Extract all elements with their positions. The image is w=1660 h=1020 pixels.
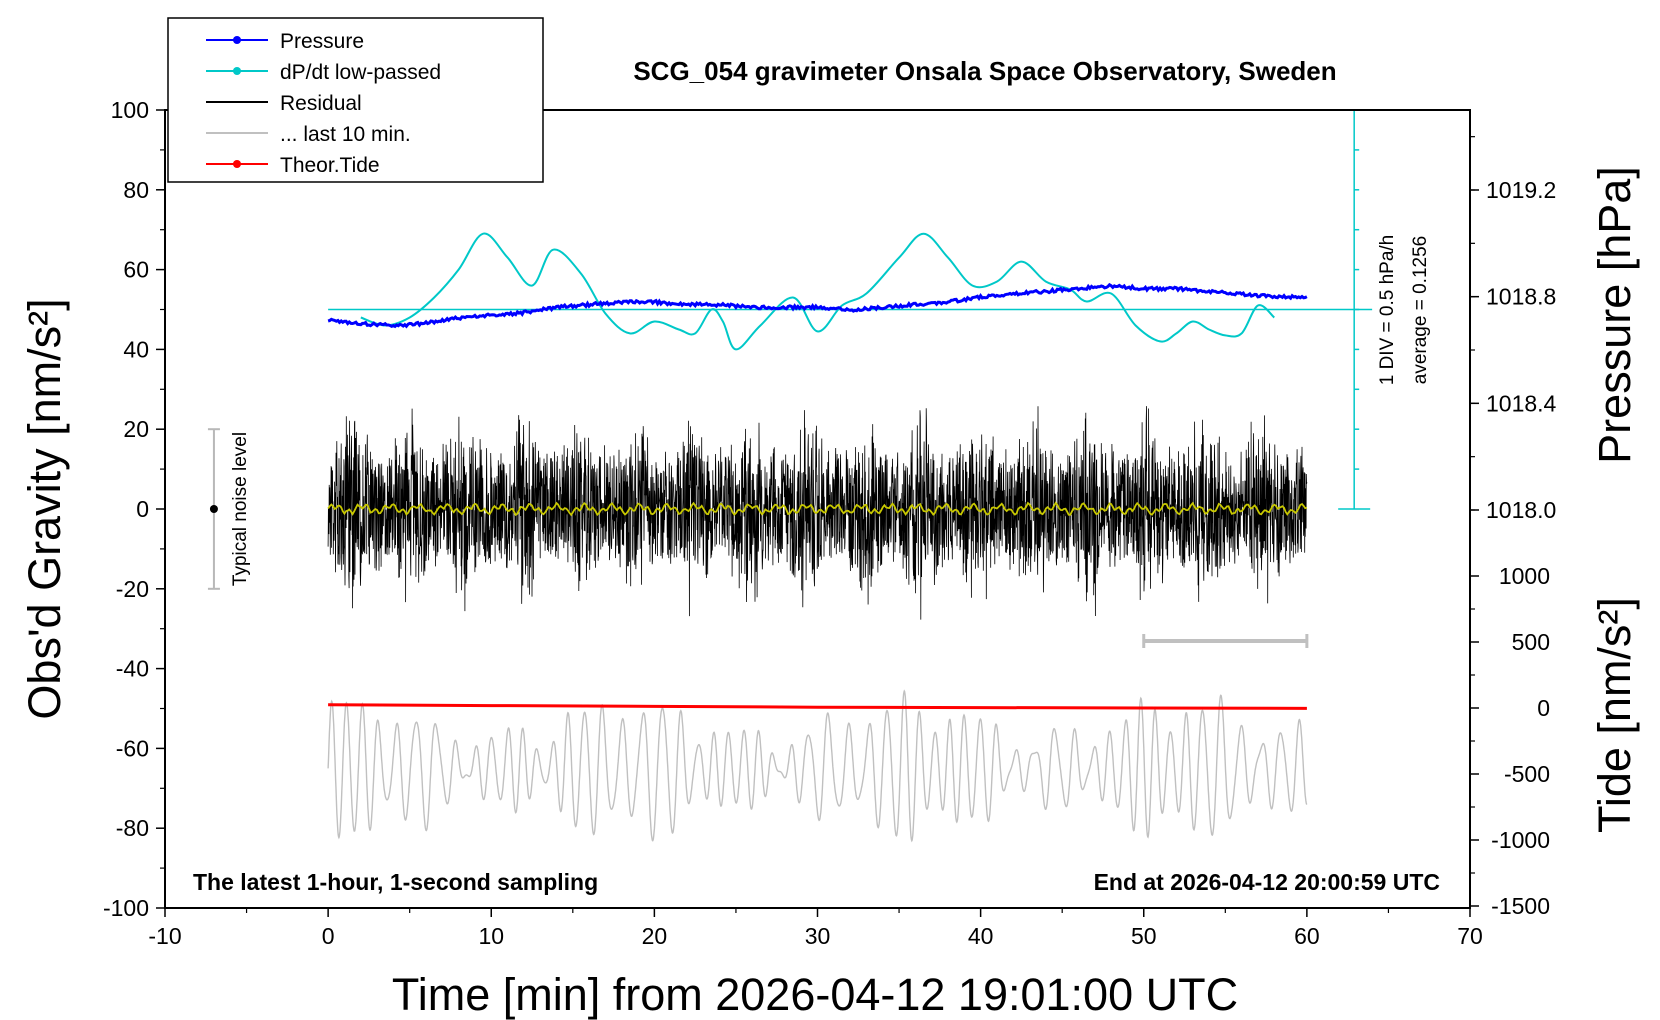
- x-tick-label: 20: [642, 923, 668, 949]
- legend-label: Pressure: [280, 30, 364, 53]
- chart-title: SCG_054 gravimeter Onsala Space Observat…: [633, 56, 1336, 86]
- y-tick-label: -40: [116, 656, 149, 682]
- axes-layer: -10 0 10 20 30 40 50 60 70100806040200-20-40-60-…: [103, 97, 1557, 949]
- tide-axis-title: Tide [nm/s²]: [1589, 597, 1640, 833]
- dpdt-line: [360, 232, 1275, 351]
- x-tick-label: 70: [1457, 923, 1483, 949]
- legend-label: Theor.Tide: [280, 154, 380, 177]
- pressure-tick-label: 1018.0: [1486, 497, 1556, 523]
- theor-tide-line: [328, 703, 1307, 710]
- pressure-tick-label: 1018.8: [1486, 284, 1556, 310]
- x-tick-label: 50: [1131, 923, 1157, 949]
- end-time-note: End at 2026-04-12 20:00:59 UTC: [1094, 869, 1440, 895]
- y-tick-label: -20: [116, 576, 149, 602]
- dpdt-scale-label: 1 DIV = 0.5 hPa/h: [1377, 235, 1398, 386]
- residual-smoothed-line: [327, 501, 1308, 517]
- legend-marker: [233, 160, 241, 168]
- noise-bar-dot: [209, 505, 218, 513]
- legend-marker: [233, 36, 241, 44]
- noise-level-label: Typical noise level: [230, 432, 251, 586]
- pressure-line: [327, 282, 1308, 329]
- sampling-note: The latest 1-hour, 1-second sampling: [193, 869, 598, 895]
- y-tick-label: -60: [116, 735, 149, 761]
- x-tick-label: 30: [805, 923, 831, 949]
- dpdt-average-label: average = 0.1256: [1410, 236, 1431, 384]
- y-tick-label: 0: [136, 496, 149, 522]
- pressure-tick-label: 1018.4: [1486, 390, 1557, 416]
- last-10-min-line: [327, 689, 1308, 843]
- legend-label: dP/dt low-passed: [280, 61, 441, 84]
- pressure-tick-label: 1019.2: [1486, 177, 1556, 203]
- tide-tick-label: -1000: [1491, 827, 1550, 853]
- tide-tick-label: 1000: [1499, 563, 1550, 589]
- legend-label: ... last 10 min.: [280, 123, 411, 146]
- x-tick-label: 0: [322, 923, 335, 949]
- tide-tick-label: -1500: [1491, 893, 1550, 919]
- series-layer: [207, 109, 1373, 843]
- y-tick-label: 100: [111, 97, 149, 123]
- y-tick-label: 40: [123, 336, 149, 362]
- x-tick-label: 10: [478, 923, 504, 949]
- y-tick-label: 60: [123, 257, 149, 283]
- tide-tick-label: -500: [1504, 761, 1550, 787]
- y-tick-label: 80: [123, 177, 149, 203]
- y-axis-title: Obs'd Gravity [nm/s²]: [19, 298, 70, 719]
- tide-tick-label: 0: [1537, 695, 1550, 721]
- residual-line: [327, 406, 1308, 620]
- tide-tick-label: 500: [1512, 629, 1550, 655]
- x-tick-label: 60: [1294, 923, 1320, 949]
- legend: Pressure dP/dt low-passed Residual ... last…: [167, 17, 544, 183]
- legend-box: [167, 17, 544, 183]
- x-tick-label: 40: [968, 923, 994, 949]
- x-axis-title: Time [min] from 2026-04-12 19:01:00 UTC: [392, 969, 1238, 1020]
- y-tick-label: -100: [103, 895, 149, 921]
- x-tick-label: -10: [148, 923, 181, 949]
- y-tick-label: -80: [116, 815, 149, 841]
- legend-label: Residual: [280, 92, 362, 115]
- legend-marker: [233, 67, 241, 75]
- pressure-axis-title: Pressure [hPa]: [1589, 166, 1640, 464]
- y-tick-label: 20: [123, 416, 149, 442]
